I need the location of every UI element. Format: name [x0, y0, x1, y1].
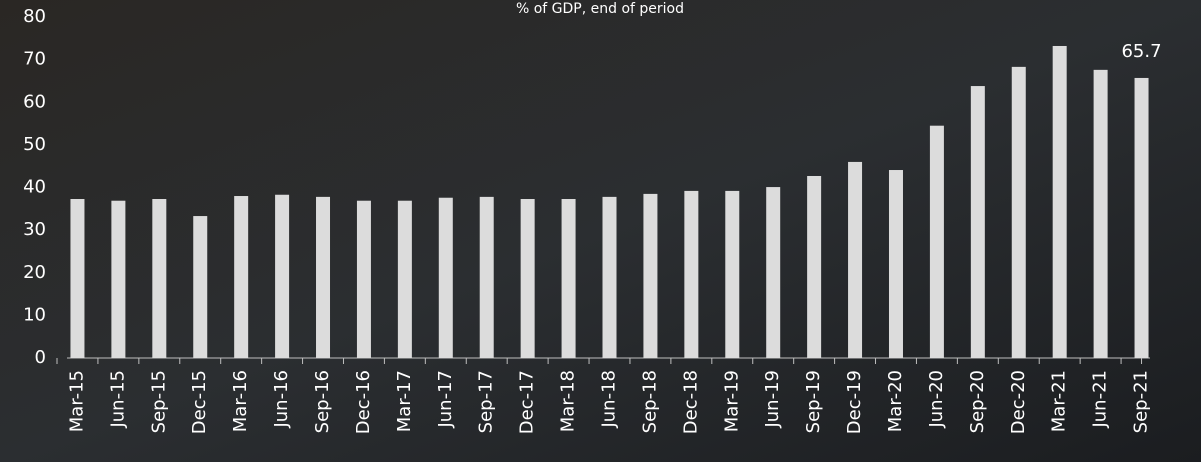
bar	[643, 194, 657, 358]
x-tick-label: Dec-18	[680, 370, 701, 434]
x-tick-label: Jun-16	[271, 370, 292, 429]
x-tick-label: Dec-16	[353, 370, 374, 434]
y-tick-label: 40	[23, 177, 46, 198]
x-tick-label: Dec-17	[517, 370, 538, 434]
x-tick-label: Dec-19	[844, 370, 865, 434]
bar	[111, 201, 125, 358]
bar	[971, 86, 985, 358]
bar	[234, 196, 248, 358]
bar	[725, 191, 739, 358]
bar	[275, 195, 289, 358]
x-tick-label: Mar-18	[558, 370, 579, 432]
y-tick-label: 80	[23, 6, 46, 27]
bar	[521, 199, 535, 358]
x-tick-label: Sep-17	[476, 370, 497, 433]
x-tick-label: Jun-15	[107, 370, 128, 429]
data-label: 65.7	[1121, 41, 1161, 62]
x-tick-label: Sep-18	[639, 370, 660, 433]
x-tick-label: Sep-19	[803, 370, 824, 433]
x-tick-label: Mar-21	[1049, 370, 1070, 432]
y-tick-label: 20	[23, 262, 46, 283]
y-tick-label: 30	[23, 219, 46, 240]
x-tick-label: Sep-21	[1131, 370, 1152, 433]
x-tick-label: Dec-20	[1008, 370, 1029, 434]
x-tick-label: Jun-21	[1090, 370, 1111, 429]
x-tick-label: Mar-15	[66, 370, 87, 432]
x-tick-label: Jun-18	[599, 370, 620, 429]
bar	[766, 187, 780, 358]
x-tick-label: Jun-20	[926, 370, 947, 429]
bar	[439, 198, 453, 358]
bar	[398, 201, 412, 358]
x-tick-label: Mar-20	[885, 370, 906, 432]
y-tick-label: 70	[23, 49, 46, 70]
bar	[848, 162, 862, 358]
x-tick-label: Jun-19	[762, 370, 783, 429]
bar	[930, 126, 944, 358]
chart: % of GDP, end of period 0 10 20 30 40 50 60 70 8…	[0, 0, 1201, 462]
bar	[684, 191, 698, 358]
bar	[807, 176, 821, 358]
y-tick-label: 50	[23, 134, 46, 155]
x-tick-label: Mar-19	[721, 370, 742, 432]
x-tick-label: Mar-16	[230, 370, 251, 432]
bar	[357, 201, 371, 358]
y-tick-label: 10	[23, 304, 46, 325]
bar	[1135, 78, 1149, 358]
x-tick-label: Sep-15	[148, 370, 169, 433]
bar	[70, 199, 84, 358]
x-tick-label: Sep-20	[967, 370, 988, 433]
y-tick-label: 0	[35, 347, 46, 368]
bar	[1012, 67, 1026, 358]
x-tick-label: Dec-15	[189, 370, 210, 434]
bar	[193, 216, 207, 358]
bar	[889, 170, 903, 358]
x-tick-label: Sep-16	[312, 370, 333, 433]
bar	[1053, 46, 1067, 358]
y-tick-label: 60	[23, 91, 46, 112]
bar	[603, 197, 617, 358]
bar	[1094, 70, 1108, 358]
chart-subtitle: % of GDP, end of period	[516, 1, 684, 17]
x-tick-label: Mar-17	[394, 370, 415, 432]
bar	[562, 199, 576, 358]
bar	[480, 197, 494, 358]
bar	[152, 199, 166, 358]
x-tick-label: Jun-17	[435, 370, 456, 429]
bar	[316, 197, 330, 358]
